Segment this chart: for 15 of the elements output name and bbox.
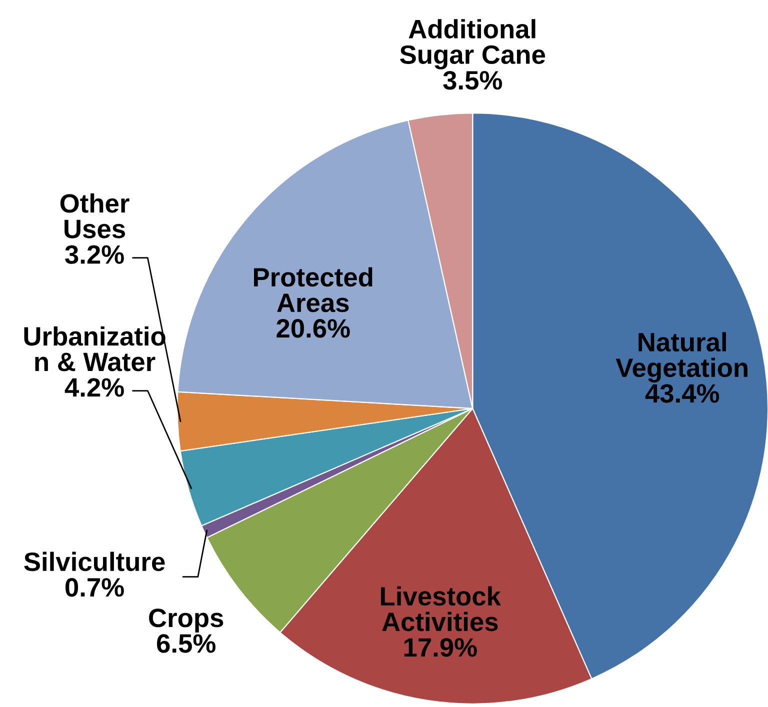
slice-label: Crops [149,608,224,632]
data-label: 43.4% [645,384,720,403]
data-label: 17.9% [404,638,477,657]
slice-label: Silviculture [24,552,165,572]
data-label: 20.6% [276,319,350,338]
slice-label: Additional Sugar Cane [400,19,546,70]
slice-label: Livestock Activities [381,586,502,632]
data-label: 0.7% [65,578,124,597]
data-label: 6.5% [156,634,216,653]
data-label: 3.5% [443,70,502,90]
slice-label: Protected Areas [254,267,372,312]
data-label: 4.2% [64,378,124,397]
data-label: 3.2% [65,245,124,264]
slice-label: Natural Vegetation [616,332,748,382]
slice-label: Other Uses [60,193,130,238]
